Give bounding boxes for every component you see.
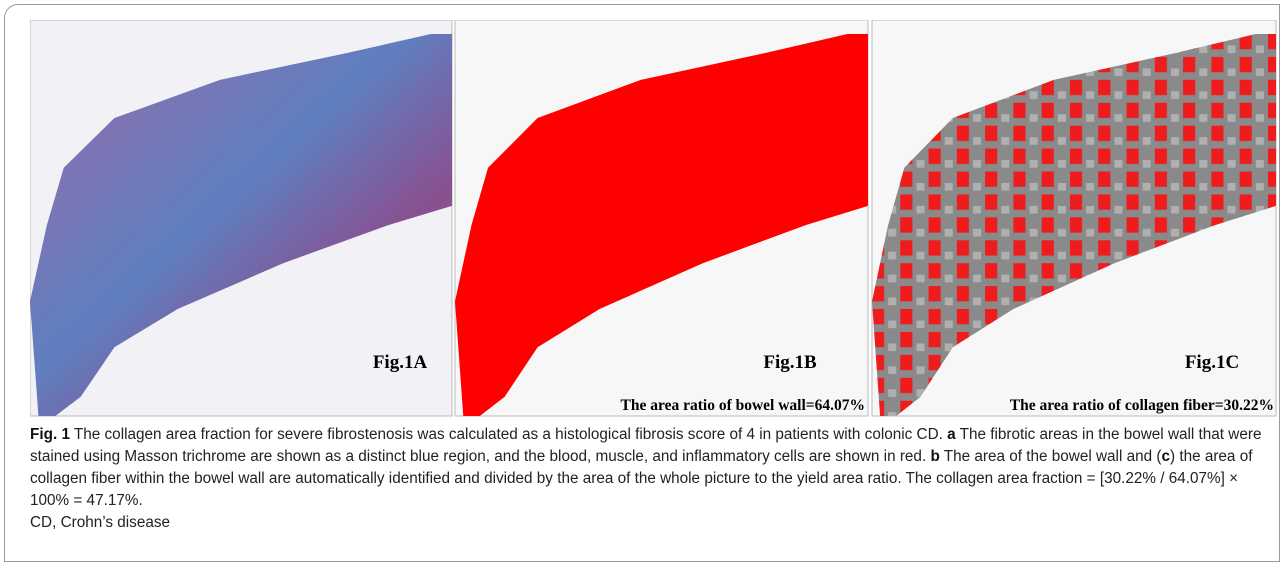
caption-text: The area of the bowel wall and ( [940,448,1162,465]
panel-a: Fig.1A [30,20,452,416]
figure-panels: Fig.1A Fig.1B The area ratio of bowel wa… [30,20,1278,418]
caption-footnote: CD, Crohn’s disease [30,512,1266,534]
panel-label: Fig.1B [763,352,817,373]
caption: Fig. 1 The collagen area fraction for se… [30,424,1266,534]
figure-number: Fig. 1 [30,426,70,443]
panel-label: Fig.1A [373,352,428,373]
panel-ref: a [947,426,956,443]
panel-label: Fig.1C [1185,352,1239,373]
ratio-text: The area ratio of collagen fiber=30.22% [1010,397,1274,414]
panel-c: Fig.1C The area ratio of collagen fiber=… [872,20,1276,416]
panel-b: Fig.1B The area ratio of bowel wall=64.0… [455,20,868,416]
panel-ref: c [1161,448,1170,465]
page: {"figure": { "panels": [ {"label": "Fig.… [0,0,1287,567]
panel-ref: b [930,448,939,465]
ratio-text: The area ratio of bowel wall=64.07% [621,397,865,414]
caption-text: The collagen area fraction for severe fi… [70,426,947,443]
